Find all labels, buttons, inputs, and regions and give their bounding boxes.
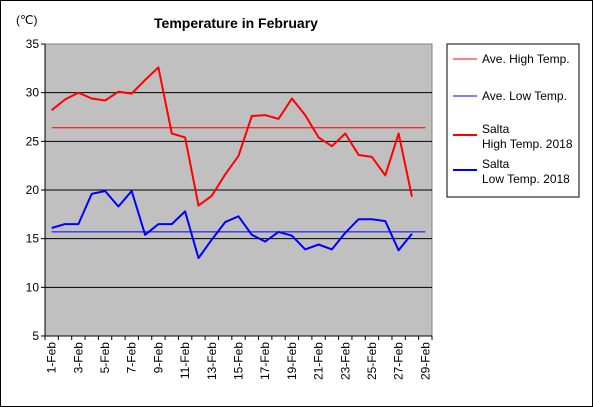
reference-lines [51, 127, 426, 233]
legend-label: Salta [482, 122, 510, 136]
grid-lines [45, 92, 432, 288]
x-tick-label: 23-Feb [338, 342, 352, 380]
x-tick-label: 19-Feb [285, 342, 299, 380]
x-tick-label: 13-Feb [205, 342, 219, 380]
x-tick-label: 5-Feb [98, 342, 112, 374]
legend-label: Ave. High Temp. [482, 52, 570, 66]
series-lines [51, 66, 413, 260]
chart-title: Temperature in February [154, 15, 318, 31]
x-tick-label: 3-Feb [71, 342, 85, 374]
x-tick-label: 29-Feb [418, 342, 432, 380]
x-tick-label: 11-Feb [178, 342, 192, 379]
x-tick-label: 1-Feb [45, 342, 59, 374]
series-line [51, 66, 413, 207]
y-tick-label: 30 [26, 86, 40, 100]
x-tick-label: 7-Feb [125, 342, 139, 374]
y-axis-ticks: 5 10 15 20 25 30 35 [26, 37, 45, 343]
y-tick-label: 10 [26, 280, 40, 294]
y-unit-label: (℃) [16, 13, 37, 27]
legend-label: Salta [482, 157, 510, 171]
legend-label: Low Temp. 2018 [482, 172, 570, 186]
series-line [51, 190, 413, 260]
x-axis-ticks: 1-Feb 3-Feb 5-Feb 7-Feb 9-Feb 11-Feb 13-Feb 15-… [44, 336, 433, 380]
x-tick-label: 21-Feb [312, 342, 326, 380]
x-tick-label: 17-Feb [258, 342, 272, 380]
legend-label: Ave. Low Temp. [482, 89, 567, 103]
y-tick-label: 20 [26, 183, 40, 197]
x-tick-label: 27-Feb [392, 342, 406, 380]
x-tick-label: 9-Feb [151, 342, 165, 374]
y-tick-label: 35 [26, 37, 40, 51]
y-tick-label: 15 [26, 232, 40, 246]
legend-label: High Temp. 2018 [482, 137, 573, 151]
legend [446, 43, 580, 198]
y-tick-label: 5 [32, 329, 39, 343]
x-tick-label: 15-Feb [232, 342, 246, 380]
x-tick-label: 25-Feb [365, 342, 379, 380]
y-tick-label: 25 [26, 134, 40, 148]
